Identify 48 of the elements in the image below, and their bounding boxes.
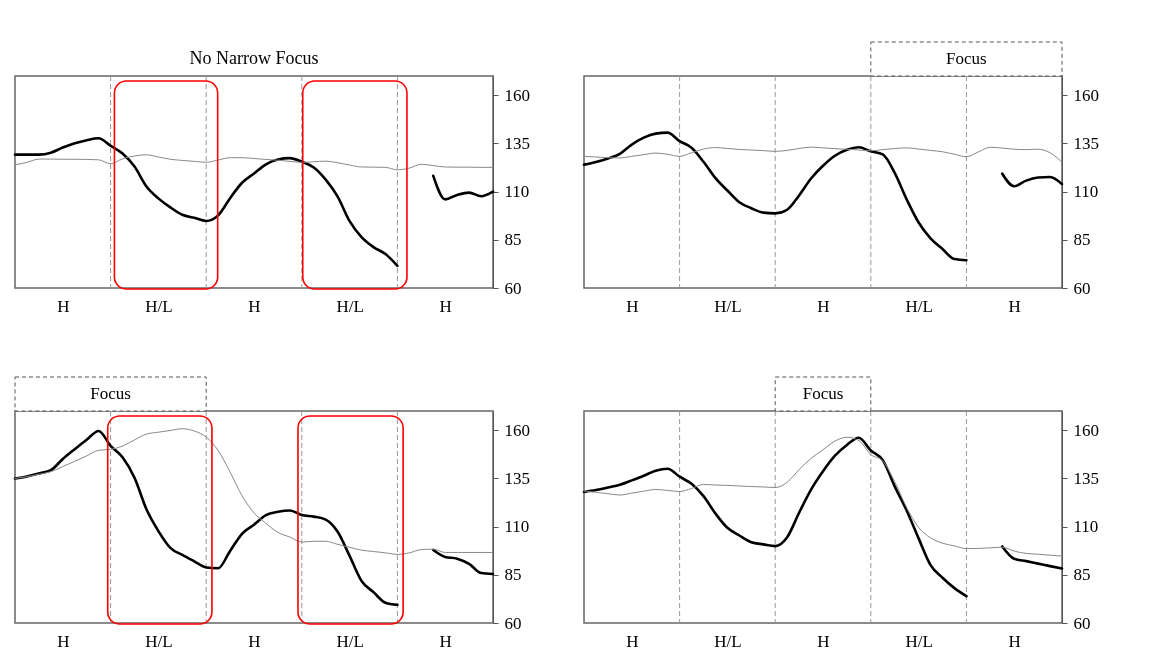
y-tick-label: 135 [504, 133, 530, 153]
x-tick-label: H [57, 296, 70, 316]
line-series [14, 154, 494, 171]
text: Focus [946, 49, 987, 68]
y-tick-label: 110 [504, 182, 530, 202]
x-tick-label: H [248, 296, 261, 316]
x-tick-label: H [1008, 296, 1021, 316]
line-series [583, 146, 1063, 163]
x-tick-label: H [626, 296, 639, 316]
y-tick-label: 110 [1073, 182, 1099, 202]
y-tick-label: 160 [504, 420, 530, 440]
x-tick-label: H/L [336, 296, 364, 316]
x-tick-label: H/L [145, 631, 173, 651]
y-tick-label: 85 [504, 230, 522, 250]
y-tick-label: 85 [504, 565, 522, 585]
text: Focus [802, 384, 844, 403]
y-tick-label: 85 [1073, 230, 1091, 250]
chart-title: No Narrow Focus [189, 47, 319, 68]
y-tick-label: 160 [1073, 420, 1099, 440]
y-tick-label: 60 [1073, 278, 1091, 298]
x-tick-label: H [626, 631, 639, 651]
x-tick-label: H [248, 631, 261, 651]
x-tick-label: H [439, 631, 452, 651]
x-tick-label: H/L [905, 631, 933, 651]
y-tick-label: 60 [1073, 613, 1091, 633]
line-series [583, 436, 1063, 557]
x-tick-label: H [1008, 631, 1021, 651]
text: Focus [90, 384, 131, 403]
x-tick-label: H [439, 296, 452, 316]
x-tick-label: H/L [714, 631, 742, 651]
x-tick-label: H/L [905, 296, 933, 316]
x-tick-label: H [57, 631, 70, 651]
y-tick-label: 135 [1073, 133, 1099, 153]
y-tick-label: 135 [504, 468, 530, 488]
x-tick-label: H [817, 631, 830, 651]
x-tick-label: H/L [145, 296, 173, 316]
y-tick-label: 110 [1073, 517, 1099, 537]
line-series [14, 428, 494, 555]
x-tick-label: H/L [714, 296, 742, 316]
x-tick-label: H [817, 296, 830, 316]
y-tick-label: 60 [504, 278, 522, 298]
y-tick-label: 135 [1073, 468, 1099, 488]
y-tick-label: 110 [504, 517, 530, 537]
y-tick-label: 85 [1073, 565, 1091, 585]
y-tick-label: 160 [1073, 85, 1099, 105]
y-tick-label: 60 [504, 613, 522, 633]
x-tick-label: H/L [336, 631, 364, 651]
y-tick-label: 160 [504, 85, 530, 105]
